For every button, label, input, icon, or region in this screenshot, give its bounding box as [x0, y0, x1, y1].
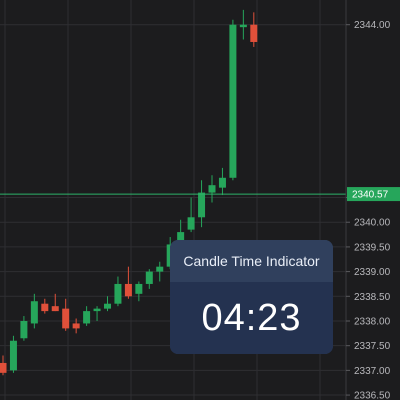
price-axis-tick-label: 2337.00 — [354, 366, 391, 377]
candle-body — [208, 185, 216, 193]
candle — [104, 296, 111, 312]
candle — [51, 293, 59, 312]
candle-body — [20, 320, 28, 339]
candle-body — [177, 232, 185, 245]
candle — [30, 293, 38, 329]
candle — [187, 197, 195, 233]
candle-body — [51, 306, 59, 312]
price-axis-tick-label: 2339.50 — [354, 242, 391, 253]
candle — [0, 355, 7, 376]
candle-timer-title: Candle Time Indicator — [170, 240, 333, 282]
candle-body — [9, 340, 17, 371]
candle-body — [30, 301, 38, 324]
candle — [135, 281, 143, 302]
candle-body — [218, 177, 226, 188]
candle-body — [41, 303, 49, 312]
candle-body — [104, 303, 111, 309]
candle-body — [135, 283, 143, 294]
current-price-badge: 2340.57 — [347, 187, 400, 202]
candle-body — [62, 308, 70, 329]
candle-timer-countdown: 04:23 — [170, 282, 333, 354]
price-axis-tick-label: 2336.50 — [354, 391, 391, 400]
candle — [145, 269, 153, 289]
candle — [156, 261, 164, 282]
candle-body — [250, 24, 258, 42]
candle — [20, 316, 28, 341]
price-axis-tick-label: 2338.50 — [354, 292, 391, 303]
candle — [114, 276, 122, 307]
current-price-label: 2340.57 — [352, 190, 389, 201]
candle — [229, 19, 237, 181]
candle — [198, 180, 206, 228]
candle-body — [187, 217, 195, 230]
candle — [208, 175, 216, 203]
candle — [93, 306, 101, 321]
candle-body — [124, 283, 132, 297]
candle-body — [145, 271, 153, 284]
candle — [9, 335, 17, 373]
candle-body — [83, 311, 91, 324]
candle-body — [239, 24, 247, 28]
price-axis-tick-label: 2337.50 — [354, 341, 391, 352]
candle-body — [72, 323, 80, 329]
candle-body — [198, 192, 206, 218]
candle — [41, 298, 49, 314]
candle — [124, 266, 132, 299]
candle — [250, 12, 258, 47]
candle — [239, 9, 247, 40]
candle — [83, 306, 91, 326]
price-axis-tick-label: 2339.00 — [354, 267, 391, 278]
candle-body — [0, 362, 7, 373]
candle-timer-card: Candle Time Indicator 04:23 — [170, 240, 333, 354]
candle-body — [156, 266, 164, 272]
price-axis-tick-label: 2340.00 — [354, 218, 391, 229]
price-axis-tick-label: 2338.00 — [354, 316, 391, 327]
candle-body — [114, 283, 122, 304]
candle — [62, 298, 70, 331]
candle-body — [229, 24, 237, 178]
candle — [72, 318, 80, 334]
price-axis-tick-label: 2344.00 — [354, 20, 391, 31]
price-axis[interactable]: 2336.50 2337.00 2337.50 2338.00 2338.50 2339.… — [345, 0, 400, 400]
candle — [218, 167, 226, 196]
candle-body — [93, 308, 101, 312]
current-price-badge-bg — [347, 187, 400, 202]
